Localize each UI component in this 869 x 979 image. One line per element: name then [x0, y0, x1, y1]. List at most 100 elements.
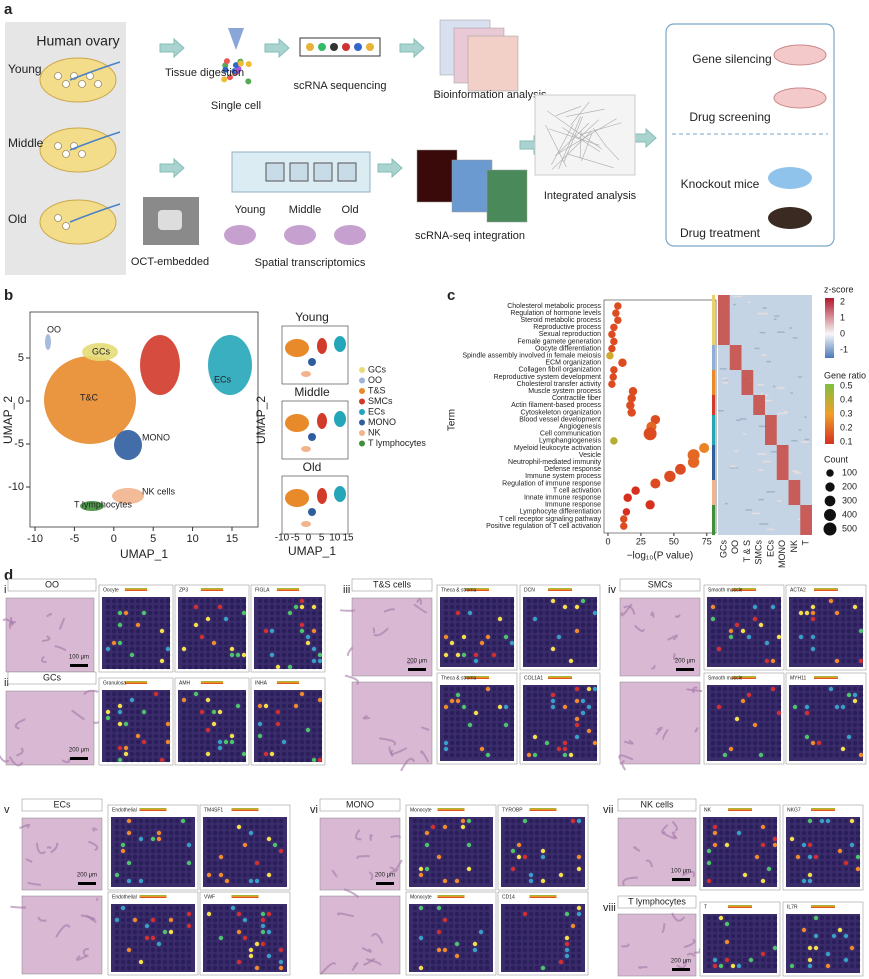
- spot: [712, 939, 718, 945]
- legend-tick: 0.2: [840, 422, 853, 432]
- spot: [317, 721, 323, 727]
- spot: [834, 616, 840, 622]
- follicle: [54, 214, 62, 222]
- tissue-fiber: [35, 842, 47, 855]
- spot: [484, 872, 490, 878]
- spot: [442, 965, 448, 971]
- spot: [217, 733, 223, 739]
- spot: [819, 872, 825, 878]
- spot: [510, 848, 516, 854]
- spot: [736, 866, 742, 872]
- spot: [114, 911, 120, 917]
- spot: [526, 640, 532, 646]
- spot: [528, 866, 534, 872]
- spot: [123, 616, 129, 622]
- spot: [472, 818, 478, 824]
- edge: [563, 116, 583, 163]
- spot: [855, 915, 861, 921]
- spot: [114, 965, 120, 971]
- spot: [168, 848, 174, 854]
- spot: [852, 710, 858, 716]
- spot: [263, 691, 269, 697]
- spot: [586, 604, 592, 610]
- spot: [311, 703, 317, 709]
- tissue-fiber: [683, 938, 696, 949]
- spot: [740, 610, 746, 616]
- spot: [418, 965, 424, 971]
- spot: [510, 860, 516, 866]
- spot: [412, 917, 418, 923]
- spot: [153, 745, 159, 751]
- spot: [580, 658, 586, 664]
- spot: [218, 929, 224, 935]
- heatmap-noise: [777, 412, 787, 415]
- spot: [186, 866, 192, 872]
- spot: [491, 716, 497, 722]
- spot: [798, 658, 804, 664]
- map-title: ZP3: [179, 587, 188, 593]
- spot: [706, 854, 712, 860]
- spot: [586, 640, 592, 646]
- spot: [509, 628, 515, 634]
- spot: [772, 927, 778, 933]
- spot: [843, 957, 849, 963]
- legend-tick: 2: [840, 296, 845, 306]
- spot: [576, 923, 582, 929]
- spot: [766, 878, 772, 884]
- spot: [730, 963, 736, 969]
- spot: [412, 947, 418, 953]
- spot: [550, 722, 556, 728]
- vessel: [69, 61, 121, 81]
- colorbar: [437, 895, 465, 898]
- spot: [816, 698, 822, 704]
- spot: [724, 872, 730, 878]
- spot: [418, 872, 424, 878]
- spot: [789, 830, 795, 836]
- spot: [317, 715, 323, 721]
- spot: [846, 604, 852, 610]
- spot: [758, 634, 764, 640]
- spot: [159, 652, 165, 658]
- spot: [564, 848, 570, 854]
- tissue-fiber: [53, 645, 67, 652]
- spot: [546, 953, 552, 959]
- spot: [478, 941, 484, 947]
- map-title: DCN: [524, 587, 535, 593]
- spot: [129, 652, 135, 658]
- spot: [317, 709, 323, 715]
- colorbar: [728, 808, 752, 811]
- spot: [442, 935, 448, 941]
- tissue-fiber: [394, 859, 403, 873]
- spot: [448, 878, 454, 884]
- spot: [852, 628, 858, 634]
- spot: [211, 664, 217, 670]
- spot: [138, 848, 144, 854]
- spot: [117, 646, 123, 652]
- tissue-fiber: [416, 598, 422, 605]
- spot: [831, 915, 837, 921]
- spot: [205, 727, 211, 733]
- spot: [550, 598, 556, 604]
- spot: [478, 836, 484, 842]
- spot: [138, 854, 144, 860]
- spot: [442, 878, 448, 884]
- spot: [467, 734, 473, 740]
- spot: [730, 872, 736, 878]
- spot: [558, 923, 564, 929]
- spot: [485, 640, 491, 646]
- spot: [792, 640, 798, 646]
- spot: [792, 752, 798, 758]
- spot: [795, 951, 801, 957]
- spot: [144, 860, 150, 866]
- spot: [855, 957, 861, 963]
- spot: [852, 646, 858, 652]
- spot: [168, 872, 174, 878]
- spot: [460, 965, 466, 971]
- spot: [804, 598, 810, 604]
- spot: [528, 842, 534, 848]
- spot: [224, 935, 230, 941]
- label: Gene silencing: [692, 52, 771, 66]
- spot: [846, 634, 852, 640]
- spot: [734, 646, 740, 652]
- spot: [843, 878, 849, 884]
